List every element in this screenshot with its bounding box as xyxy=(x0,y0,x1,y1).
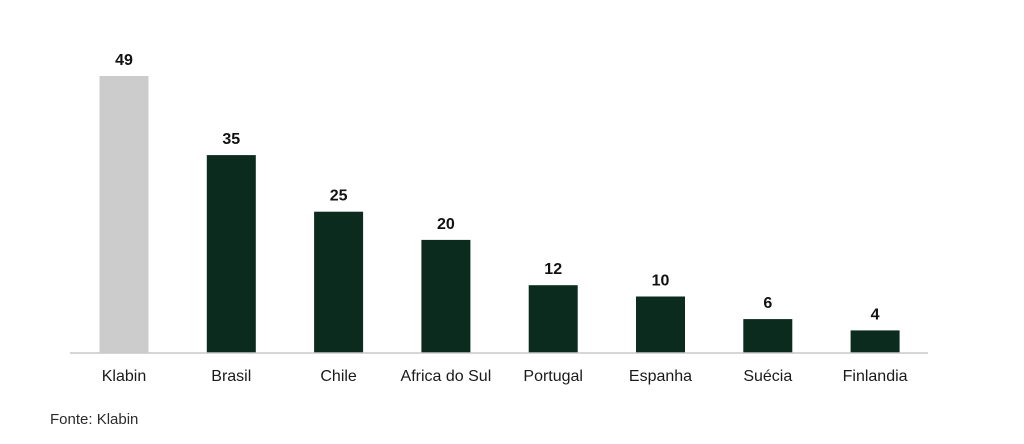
category-label: Finlandia xyxy=(843,368,908,385)
bars-layer xyxy=(99,76,900,353)
data-label: 49 xyxy=(115,52,133,69)
category-label: Suécia xyxy=(743,368,792,385)
bar-brasil xyxy=(206,155,256,353)
bar-portugal xyxy=(528,285,578,353)
data-label: 35 xyxy=(222,131,240,148)
category-label: Africa do Sul xyxy=(401,368,492,385)
bar-su-cia xyxy=(743,319,793,353)
category-label: Portugal xyxy=(523,368,583,385)
data-label: 25 xyxy=(330,188,348,205)
category-label: Chile xyxy=(320,368,357,385)
labels-layer: 49 Klabin 35 Brasil 25 Chile 20 Africa do Sul 12… xyxy=(102,52,908,385)
data-label: 6 xyxy=(763,295,772,312)
bar-finlandia xyxy=(850,330,900,353)
data-label: 4 xyxy=(871,306,880,323)
category-label: Brasil xyxy=(211,368,251,385)
bar-klabin xyxy=(99,76,149,353)
bar-africa-do-sul xyxy=(421,239,471,353)
data-label: 10 xyxy=(652,273,670,290)
bar-chile xyxy=(314,211,364,353)
category-label: Klabin xyxy=(102,368,146,385)
source-note: Fonte: Klabin xyxy=(50,411,139,428)
category-label: Espanha xyxy=(629,368,692,385)
bar-espanha xyxy=(636,296,685,353)
data-label: 20 xyxy=(437,216,455,233)
data-label: 12 xyxy=(544,261,562,278)
